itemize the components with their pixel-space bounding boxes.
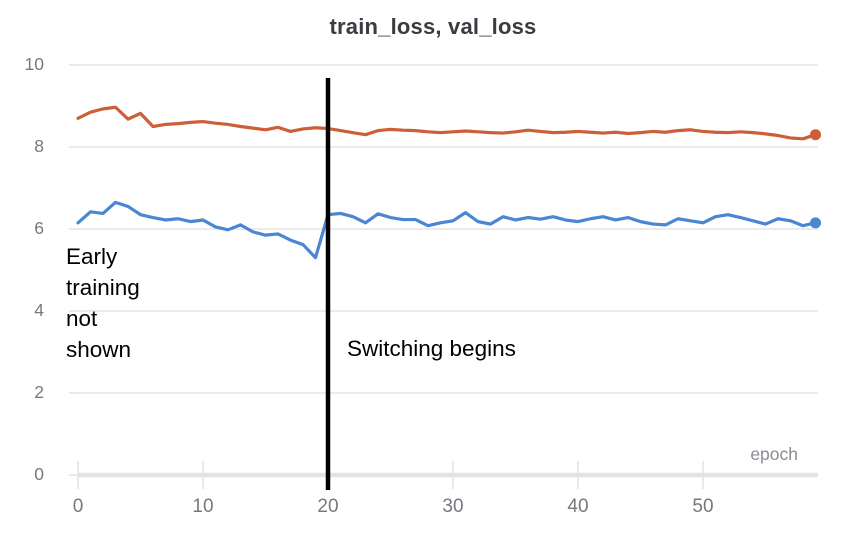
chart-title: train_loss, val_loss: [329, 14, 537, 39]
x-tick-label: 20: [317, 496, 339, 517]
train_loss-endpoint: [810, 217, 821, 229]
val_loss-endpoint: [810, 129, 821, 141]
y-tick-label: 2: [34, 382, 44, 402]
val_loss-line: [76, 105, 818, 141]
annotation-early-training: Early training not shown: [66, 244, 140, 362]
x-tick-label: 30: [442, 496, 464, 517]
y-tick-label: 6: [34, 218, 44, 238]
x-tick-label: 0: [72, 496, 84, 517]
y-tick-label: 10: [24, 54, 44, 74]
y-tick-label: 4: [34, 300, 44, 320]
x-tick-label: 10: [192, 496, 214, 517]
y-tick-label: 0: [34, 464, 44, 484]
x-axis-label: epoch: [750, 444, 798, 464]
x-tick-label: 40: [567, 496, 589, 517]
annotation-switching-begins: Switching begins: [347, 336, 516, 361]
y-tick-label: 8: [34, 136, 44, 156]
x-tick-label: 50: [692, 496, 714, 517]
train_loss-line: [76, 200, 818, 260]
